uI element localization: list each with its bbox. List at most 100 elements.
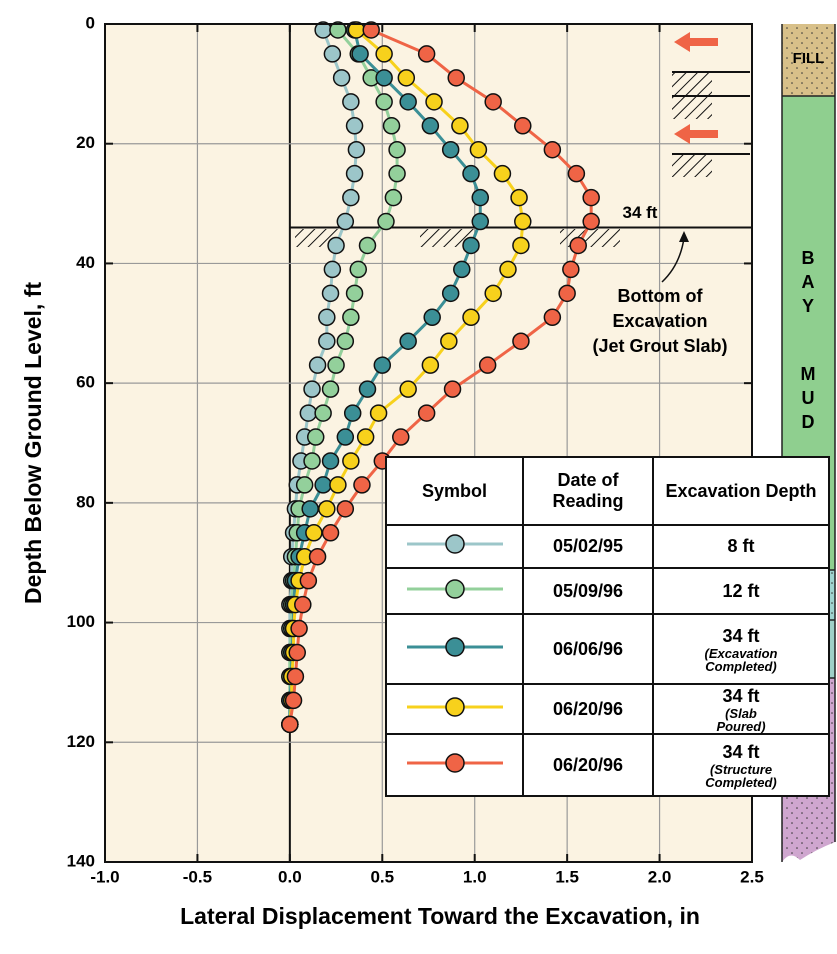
data-point: [327, 356, 345, 374]
y-tick-label: 20: [76, 133, 95, 152]
legend-swatch: [406, 696, 503, 717]
y-tick-label: 80: [76, 492, 95, 511]
legend-depth-label: 34 ft: [722, 685, 760, 706]
data-point: [356, 428, 375, 446]
legend-date: 06/06/96: [522, 613, 654, 685]
data-point: [342, 452, 360, 470]
data-point: [321, 380, 340, 398]
data-point: [471, 212, 490, 231]
data-point: [347, 140, 366, 159]
legend-swatch: [406, 752, 503, 773]
x-tick-label: 2.5: [740, 867, 764, 886]
data-point: [351, 45, 369, 63]
data-point: [514, 212, 532, 231]
data-point: [295, 476, 314, 494]
legend-depth: 34 ft (Excavation Completed): [652, 613, 830, 685]
legend-header-cell: Symbol: [385, 456, 524, 526]
data-point: [375, 69, 393, 87]
data-point: [303, 452, 321, 470]
data-point: [318, 332, 336, 350]
data-point: [493, 164, 512, 183]
data-point: [294, 595, 312, 614]
data-point: [343, 404, 362, 422]
legend-note: Poured): [716, 718, 766, 734]
legend-note: (Excavation: [704, 645, 778, 661]
data-point: [478, 356, 497, 374]
legend-note: Completed): [705, 774, 777, 790]
data-point: [290, 619, 308, 638]
data-point: [345, 284, 364, 303]
legend-depth: 8 ft: [652, 524, 830, 569]
data-point: [484, 93, 502, 111]
legend-symbol: [385, 524, 524, 569]
annotation-arrowhead: [679, 231, 689, 242]
x-tick-label: 0.5: [370, 867, 394, 886]
data-point: [284, 691, 303, 710]
x-axis-title: Lateral Displacement Toward the Excavati…: [180, 903, 700, 929]
data-point: [305, 524, 323, 542]
data-point: [382, 117, 401, 135]
legend-row: 05/09/96 12 ft: [385, 567, 830, 615]
legend-header: Symbol Date of Reading Excavation Depth: [385, 456, 830, 526]
data-point: [397, 69, 416, 87]
data-point: [349, 260, 368, 279]
legend-symbol: [385, 733, 524, 797]
y-tick-label: 60: [76, 373, 95, 392]
data-point: [425, 93, 443, 111]
legend-symbol: [385, 683, 524, 735]
legend-depth-label: 8 ft: [727, 536, 755, 556]
legend-header-cell: Excavation Depth: [652, 456, 830, 526]
data-point: [314, 476, 332, 494]
data-point: [417, 404, 436, 422]
legend-row: 05/02/95 8 ft: [385, 524, 830, 569]
data-point: [299, 571, 318, 590]
excavation-label: 34 ft: [623, 203, 658, 222]
data-point: [440, 332, 458, 350]
x-tick-label: 0.0: [278, 867, 302, 886]
data-point: [443, 380, 462, 398]
x-tick-label: -1.0: [90, 867, 119, 886]
legend: Symbol Date of Reading Excavation Depth 05/…: [385, 456, 830, 797]
soil-label: BAY: [801, 248, 815, 316]
data-point: [329, 476, 347, 494]
legend-date: 06/20/96: [522, 733, 654, 797]
legend-depth-label: 12 ft: [722, 580, 760, 601]
data-point: [321, 524, 340, 542]
legend-date: 06/20/96: [522, 683, 654, 735]
data-point: [369, 404, 388, 422]
data-point: [384, 188, 403, 207]
y-tick-label: 140: [67, 851, 95, 870]
plot: 34 ft Bottom of Excavation (Jet Grout Slab): [281, 21, 752, 734]
data-point: [543, 140, 562, 159]
data-point: [399, 93, 417, 111]
data-point: [336, 212, 355, 231]
data-point: [345, 164, 364, 183]
legend-marker: [444, 534, 465, 554]
data-point: [441, 284, 460, 303]
y-tick-label: 0: [86, 13, 95, 32]
data-point: [388, 140, 406, 159]
data-point: [399, 380, 417, 398]
legend-note: (Structure: [709, 761, 773, 777]
data-point: [362, 21, 380, 39]
soil-fill-dots: [782, 24, 835, 96]
soil-label: FILL: [792, 50, 825, 67]
data-point: [447, 69, 465, 87]
legend-date: 05/02/95: [522, 524, 654, 569]
y-axis-title: Depth Below Ground Level, ft: [20, 282, 46, 604]
data-point: [336, 332, 355, 350]
x-tick-label: 1.5: [555, 867, 579, 886]
legend-note: Completed): [705, 658, 777, 674]
data-point: [281, 715, 299, 734]
data-point: [342, 93, 360, 111]
data-point: [421, 117, 440, 135]
data-point: [421, 356, 440, 374]
data-point: [327, 236, 345, 255]
data-point: [558, 284, 576, 303]
data-point: [543, 308, 562, 327]
data-point: [318, 500, 336, 518]
legend-marker: [444, 636, 465, 657]
legend-row: 06/06/96 34 ft (Excavation Completed): [385, 613, 830, 685]
data-point: [306, 428, 325, 446]
